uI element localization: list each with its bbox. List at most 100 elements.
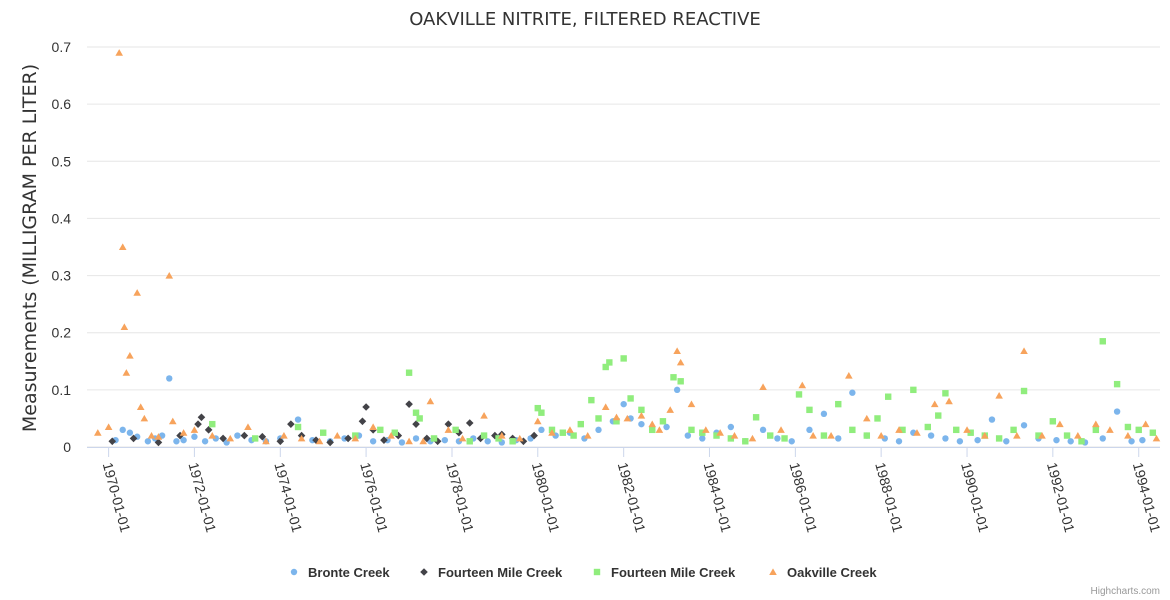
data-point[interactable] — [627, 395, 634, 402]
data-point[interactable] — [140, 414, 149, 422]
data-point[interactable] — [1038, 431, 1046, 439]
data-point[interactable] — [441, 436, 449, 444]
legend-label[interactable]: Oakville Creek — [787, 565, 877, 580]
data-point[interactable] — [727, 423, 735, 431]
legend-item[interactable]: Oakville Creek — [769, 565, 877, 580]
data-point[interactable] — [297, 434, 306, 442]
data-point[interactable] — [294, 416, 302, 423]
data-point[interactable] — [687, 400, 696, 408]
credits[interactable]: Highcharts.com — [1091, 586, 1160, 597]
data-point[interactable] — [515, 434, 524, 442]
data-point[interactable] — [133, 289, 141, 296]
data-point[interactable] — [258, 432, 267, 441]
data-point[interactable] — [208, 431, 217, 439]
data-point[interactable] — [877, 431, 885, 439]
data-point[interactable] — [673, 347, 681, 354]
data-point[interactable] — [234, 432, 241, 439]
data-point[interactable] — [391, 429, 398, 436]
data-point[interactable] — [394, 431, 403, 440]
data-point[interactable] — [533, 417, 542, 425]
data-point[interactable] — [1067, 438, 1074, 445]
data-point[interactable] — [1149, 429, 1157, 436]
data-point[interactable] — [953, 426, 960, 434]
data-point[interactable] — [1013, 431, 1021, 439]
legend-marker[interactable] — [290, 568, 298, 576]
data-point[interactable] — [416, 415, 423, 422]
data-point[interactable] — [748, 434, 757, 442]
data-point[interactable] — [1078, 438, 1085, 445]
data-point[interactable] — [115, 49, 123, 56]
data-point[interactable] — [119, 426, 126, 434]
data-point[interactable] — [226, 434, 235, 442]
data-point[interactable] — [1020, 347, 1028, 354]
data-point[interactable] — [942, 390, 949, 397]
data-point[interactable] — [820, 410, 828, 418]
data-point[interactable] — [126, 429, 134, 436]
data-point[interactable] — [930, 400, 939, 408]
data-point[interactable] — [498, 431, 506, 439]
data-point[interactable] — [1010, 426, 1017, 434]
data-point[interactable] — [795, 391, 803, 398]
data-point[interactable] — [995, 435, 1003, 442]
data-point[interactable] — [670, 374, 677, 381]
data-point[interactable] — [1139, 436, 1146, 444]
data-point[interactable] — [509, 438, 516, 445]
data-point[interactable] — [387, 431, 395, 439]
data-point[interactable] — [913, 429, 921, 436]
data-point[interactable] — [845, 371, 853, 379]
data-point[interactable] — [430, 435, 438, 442]
data-point[interactable] — [945, 397, 953, 405]
data-point[interactable] — [1053, 436, 1060, 444]
data-point[interactable] — [899, 426, 906, 434]
data-point[interactable] — [980, 431, 989, 439]
data-point[interactable] — [974, 436, 981, 444]
data-point[interactable] — [287, 420, 295, 428]
data-point[interactable] — [444, 420, 453, 428]
data-point[interactable] — [534, 404, 541, 412]
data-point[interactable] — [788, 438, 795, 445]
data-point[interactable] — [895, 438, 903, 445]
data-point[interactable] — [144, 438, 152, 445]
data-point[interactable] — [1056, 420, 1064, 428]
data-point[interactable] — [104, 423, 113, 430]
data-point[interactable] — [358, 417, 367, 426]
data-point[interactable] — [684, 432, 692, 439]
data-point[interactable] — [147, 431, 156, 439]
data-point[interactable] — [699, 435, 706, 442]
data-point[interactable] — [240, 431, 249, 440]
legend-label[interactable]: Bronte Creek — [308, 565, 390, 580]
data-point[interactable] — [835, 435, 842, 442]
data-point[interactable] — [806, 426, 813, 434]
data-point[interactable] — [577, 420, 584, 428]
data-point[interactable] — [1124, 423, 1132, 431]
data-point[interactable] — [673, 386, 681, 394]
legend-item[interactable]: Fourteen Mile Creek — [593, 565, 736, 580]
data-point[interactable] — [820, 432, 828, 439]
data-point[interactable] — [405, 369, 413, 376]
data-point[interactable] — [344, 434, 352, 443]
legend-label[interactable]: Fourteen Mile Creek — [611, 565, 736, 580]
data-point[interactable] — [166, 375, 173, 382]
data-point[interactable] — [620, 355, 627, 362]
data-point[interactable] — [201, 438, 209, 445]
data-point[interactable] — [1152, 434, 1161, 442]
data-point[interactable] — [312, 436, 320, 444]
data-point[interactable] — [863, 414, 871, 422]
data-point[interactable] — [129, 434, 138, 443]
data-point[interactable] — [623, 414, 632, 422]
data-point[interactable] — [1124, 431, 1132, 439]
data-point[interactable] — [412, 435, 420, 442]
data-point[interactable] — [118, 243, 127, 250]
data-point[interactable] — [136, 403, 145, 410]
data-point[interactable] — [1003, 438, 1010, 445]
data-point[interactable] — [798, 381, 807, 389]
legend-marker[interactable] — [593, 568, 601, 576]
data-point[interactable] — [638, 420, 645, 428]
data-point[interactable] — [595, 426, 602, 434]
data-point[interactable] — [1092, 420, 1100, 428]
data-point[interactable] — [333, 431, 342, 439]
data-point[interactable] — [637, 411, 646, 419]
data-point[interactable] — [380, 436, 388, 444]
data-point[interactable] — [351, 434, 360, 442]
data-point[interactable] — [452, 426, 459, 434]
